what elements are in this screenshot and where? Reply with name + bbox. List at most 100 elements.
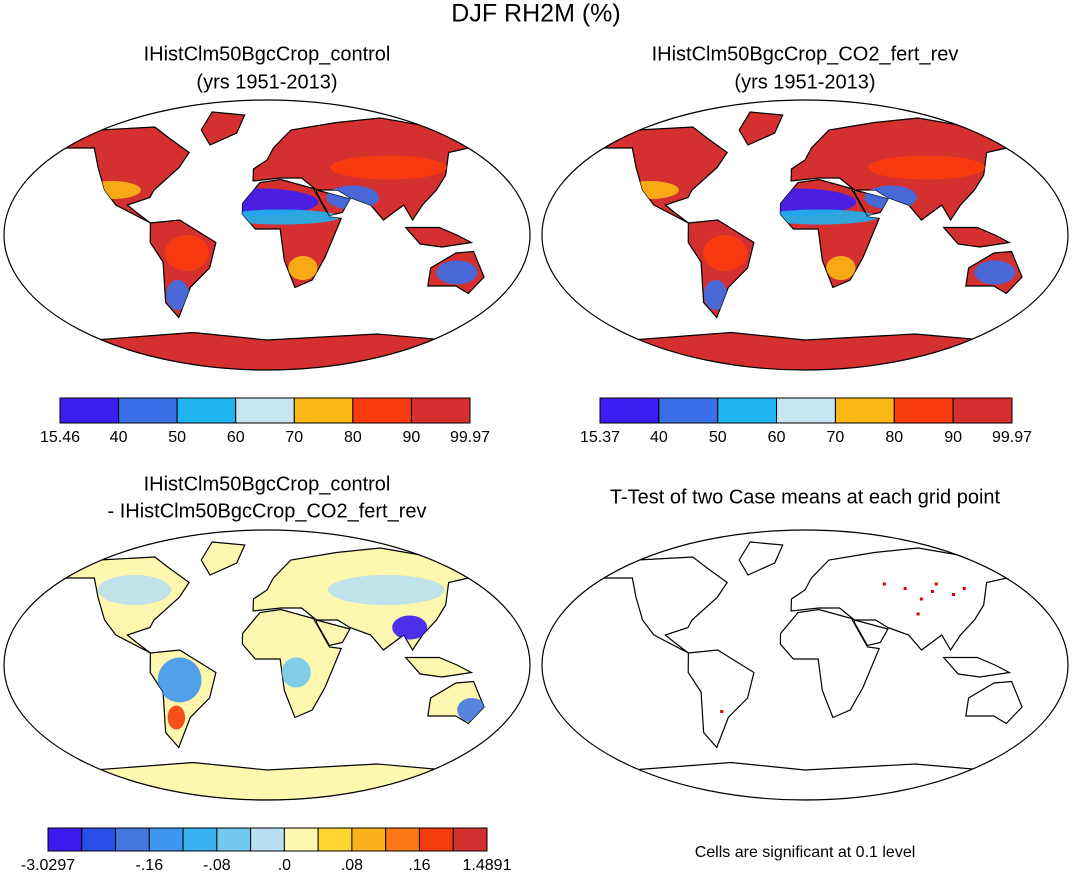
colorbar-label: 80 <box>344 429 362 446</box>
colorbar-label: 70 <box>827 429 845 446</box>
map <box>591 541 1024 800</box>
land <box>53 761 481 800</box>
shading <box>436 260 478 285</box>
shading <box>620 181 679 199</box>
colorbar-label: 99.97 <box>992 429 1032 446</box>
panel-title: (yrs 1951-2013) <box>734 71 875 93</box>
land <box>853 619 889 647</box>
map <box>53 541 486 800</box>
colorbar-box <box>235 397 295 424</box>
land <box>404 226 474 248</box>
land <box>942 656 1012 678</box>
colorbar-label: 15.37 <box>580 429 620 446</box>
colorbar-box <box>893 397 954 424</box>
land <box>591 761 1019 800</box>
colorbar-label: 70 <box>285 429 303 446</box>
shading <box>327 575 445 605</box>
panel-title: (yrs 1951-2013) <box>196 71 337 93</box>
significant-cell <box>919 597 923 601</box>
map-shading <box>97 575 485 730</box>
significant-cell <box>882 582 886 586</box>
shading <box>826 256 856 280</box>
colorbar-box <box>81 827 117 852</box>
panel-title: - IHistClm50BgcCrop_CO2_fert_rev <box>108 500 427 522</box>
land <box>61 126 190 224</box>
colorbar-label: 90 <box>403 429 421 446</box>
shading <box>157 657 202 703</box>
significant-cell <box>916 612 920 616</box>
colorbar-label: 50 <box>709 429 727 446</box>
colorbar-box <box>352 397 412 424</box>
colorbar-label: 90 <box>944 429 962 446</box>
land <box>599 126 728 224</box>
panel-title: IHistClm50BgcCrop_control <box>144 473 391 495</box>
shading <box>392 615 428 640</box>
shading <box>288 256 318 280</box>
significant-cell <box>903 587 907 590</box>
colorbar-label: 50 <box>168 429 186 446</box>
colorbar-box <box>283 827 319 852</box>
colorbar-box <box>410 397 471 424</box>
land <box>61 556 190 654</box>
land <box>790 547 1024 652</box>
land <box>738 541 784 576</box>
colorbar-box <box>599 397 660 424</box>
colorbar-label: 1.4891 <box>463 857 512 873</box>
colorbar-label: .08 <box>341 857 363 873</box>
colorbar-label: 40 <box>650 429 668 446</box>
shading <box>165 280 190 310</box>
colorbar-box <box>952 397 1013 424</box>
colorbar-box <box>250 827 285 852</box>
panel-title: IHistClm50BgcCrop_CO2_fert_rev <box>652 43 959 65</box>
shading <box>974 260 1016 285</box>
colorbar-label: .16 <box>408 857 430 873</box>
significant-cell <box>720 710 724 713</box>
shading <box>97 575 171 605</box>
map-border <box>541 529 1069 801</box>
map-border <box>3 99 531 371</box>
land <box>965 680 1023 725</box>
land <box>591 331 1019 370</box>
colorbar-box <box>717 397 778 424</box>
map <box>591 111 1024 370</box>
land <box>687 649 755 749</box>
map <box>53 111 486 370</box>
significant-cell <box>962 587 966 590</box>
colorbar-box <box>59 397 120 424</box>
colorbar-label: 40 <box>110 429 128 446</box>
land <box>315 619 351 647</box>
land <box>200 111 246 146</box>
shading <box>703 235 747 271</box>
colorbar-label: .0 <box>278 857 291 873</box>
colorbar-label: 60 <box>768 429 786 446</box>
colorbar-box <box>148 827 184 852</box>
map-border <box>541 99 1069 371</box>
land <box>942 226 1012 248</box>
shading <box>761 209 878 225</box>
shading <box>703 280 728 310</box>
colorbar-box <box>216 827 252 852</box>
shading <box>330 155 448 180</box>
shading <box>223 209 340 225</box>
shading <box>165 235 209 271</box>
shading <box>82 181 141 199</box>
colorbar-box <box>176 397 237 424</box>
land <box>404 656 474 678</box>
colorbar-box <box>182 827 218 852</box>
figure-title: DJF RH2M (%) <box>451 0 620 28</box>
colorbar-label: 15.46 <box>40 429 80 446</box>
colorbar-box <box>452 827 488 852</box>
colorbar-box <box>658 397 719 424</box>
significant-cell <box>930 590 934 593</box>
note: Cells are significant at 0.1 level <box>695 844 916 861</box>
colorbar-box <box>293 397 354 424</box>
significant-cell <box>952 593 956 596</box>
colorbar-box <box>385 827 420 852</box>
land <box>200 541 246 576</box>
colorbar-label: 80 <box>885 429 903 446</box>
land <box>779 608 881 719</box>
colorbar-label: 99.97 <box>450 429 490 446</box>
colorbar-box <box>118 397 178 424</box>
colorbar-box <box>115 827 150 852</box>
